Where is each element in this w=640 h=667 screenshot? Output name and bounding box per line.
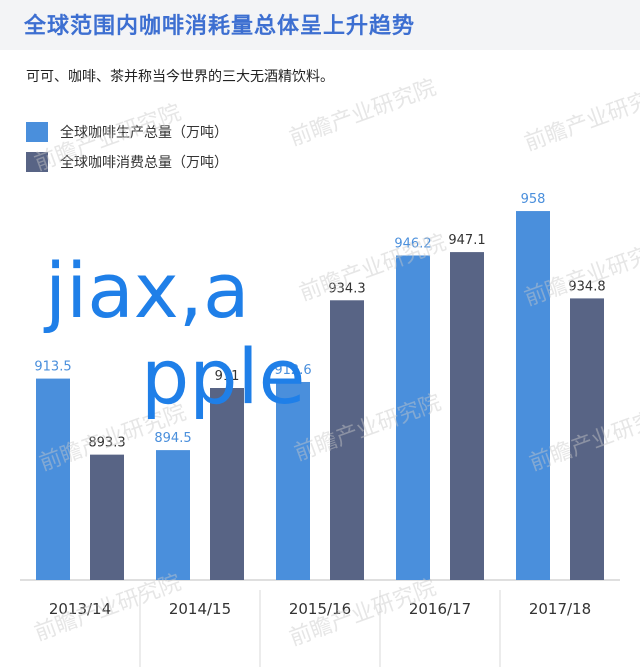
x-tick-label: 2016/17 [409, 600, 471, 618]
data-label-production: 913.5 [34, 360, 71, 375]
legend-swatch-production [26, 122, 48, 142]
data-label-consumption: 934.3 [328, 281, 365, 296]
bar-consumption [90, 454, 124, 580]
data-label-production: 894.5 [154, 431, 191, 446]
title-bar [0, 0, 640, 50]
bar-production [36, 378, 70, 580]
bar-consumption [570, 298, 604, 580]
legend-label-production: 全球咖啡生产总量（万吨） [60, 125, 228, 141]
x-tick-label: 2017/18 [529, 600, 591, 618]
data-label-consumption: 947.1 [448, 233, 485, 248]
x-tick-label: 2013/14 [49, 600, 111, 618]
legend-swatch-consumption [26, 152, 48, 172]
data-label-production: 958 [521, 192, 546, 207]
bar-consumption [210, 388, 244, 580]
bar-production [276, 381, 310, 580]
bar-production [396, 255, 430, 580]
bar-consumption [330, 300, 364, 580]
data-label-production: 946.2 [394, 236, 431, 251]
chart-title: 全球范围内咖啡消耗量总体呈上升趋势 [24, 14, 416, 39]
legend-label-consumption: 全球咖啡消费总量（万吨） [60, 155, 228, 171]
bar-consumption [450, 252, 484, 580]
legend-item-consumption: 全球咖啡消费总量（万吨） [26, 152, 228, 172]
x-tick-label: 2014/15 [169, 600, 231, 618]
chart-subtitle: 可可、咖啡、茶并称当今世界的三大无酒精饮料。 [26, 69, 334, 85]
legend-item-production: 全球咖啡生产总量（万吨） [26, 122, 228, 142]
x-tick-label: 2015/16 [289, 600, 351, 618]
data-label-production: 912.6 [274, 363, 311, 378]
bar-production [156, 450, 190, 580]
data-label-consumption: 911 [215, 369, 240, 384]
data-label-consumption: 893.3 [88, 436, 125, 451]
bar-production [516, 211, 550, 580]
data-label-consumption: 934.8 [568, 279, 605, 294]
